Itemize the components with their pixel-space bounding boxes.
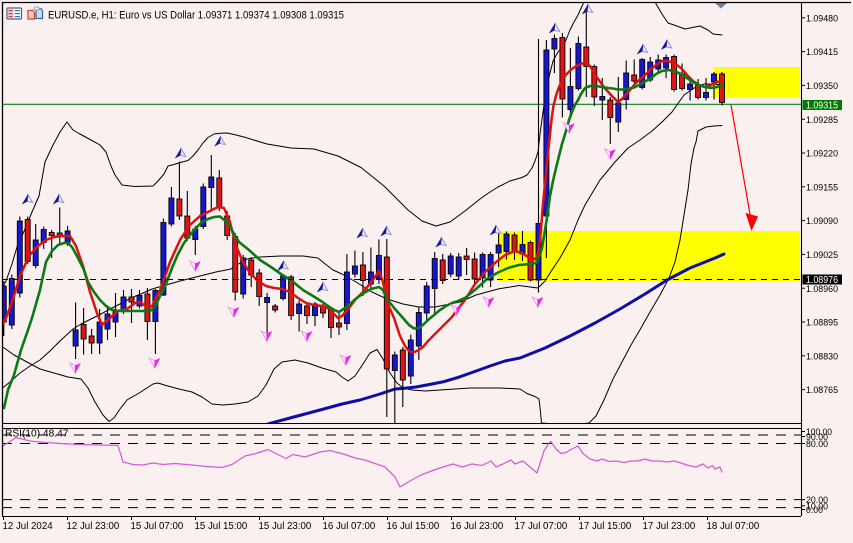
svg-text:RSI(10) 48.47: RSI(10) 48.47 [5,429,69,440]
svg-text:1.09090: 1.09090 [806,216,838,227]
svg-text:17 Jul 15:00: 17 Jul 15:00 [579,521,632,532]
svg-text:1.09315: 1.09315 [806,101,838,112]
svg-text:1.09415: 1.09415 [806,47,838,58]
svg-text:16 Jul 23:00: 16 Jul 23:00 [451,521,504,532]
svg-text:1.08765: 1.08765 [806,385,838,396]
svg-text:1.09025: 1.09025 [806,250,838,261]
svg-text:100.00: 100.00 [806,427,832,438]
svg-text:1.08976: 1.08976 [806,275,838,286]
svg-text:15 Jul 07:00: 15 Jul 07:00 [131,521,184,532]
svg-text:20.00: 20.00 [806,495,828,506]
svg-text:80.00: 80.00 [806,439,828,450]
svg-text:0.00: 0.00 [806,505,823,516]
svg-text:EURUSD.e, H1: Euro vs US Doll: EURUSD.e, H1: Euro vs US Dollar 1.09371 … [48,10,344,22]
svg-text:1.09480: 1.09480 [806,13,838,24]
svg-text:10.00: 10.00 [806,501,828,512]
svg-text:12 Jul 2024: 12 Jul 2024 [3,521,54,532]
svg-text:1.08895: 1.08895 [806,318,838,329]
svg-text:17 Jul 07:00: 17 Jul 07:00 [515,521,568,532]
svg-text:12 Jul 23:00: 12 Jul 23:00 [67,521,120,532]
svg-text:17 Jul 23:00: 17 Jul 23:00 [643,521,696,532]
svg-text:16 Jul 07:00: 16 Jul 07:00 [323,521,376,532]
svg-text:1.08830: 1.08830 [806,351,838,362]
svg-text:15 Jul 15:00: 15 Jul 15:00 [195,521,248,532]
svg-text:18 Jul 07:00: 18 Jul 07:00 [707,521,760,532]
svg-text:1.09350: 1.09350 [806,81,838,92]
svg-text:1.09285: 1.09285 [806,115,838,126]
svg-text:90.00: 90.00 [806,432,828,443]
svg-text:1.09220: 1.09220 [806,149,838,160]
svg-text:15 Jul 23:00: 15 Jul 23:00 [259,521,312,532]
svg-text:16 Jul 15:00: 16 Jul 15:00 [387,521,440,532]
svg-text:1.08960: 1.08960 [806,284,838,295]
svg-text:1.09155: 1.09155 [806,182,838,193]
